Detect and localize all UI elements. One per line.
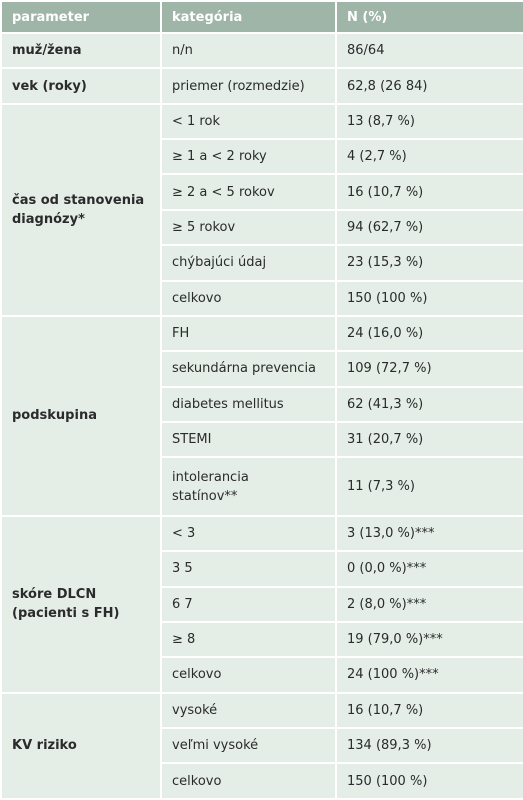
value-cell: 11 (7,3 %): [335, 456, 523, 517]
category-cell: 6 7: [160, 585, 337, 623]
category-cell: < 3: [160, 514, 337, 553]
table-row: diabetes mellitus 62 (41,3 %): [1, 385, 523, 423]
table-row: intolerancia statínov** 11 (7,3 %): [1, 456, 523, 517]
parameter-cell: podskupina: [0, 314, 162, 517]
table-row: muž/žena n/n 86/64: [0, 31, 523, 70]
category-cell: sekundárna prevencia: [160, 350, 337, 388]
value-cell: 150 (100 %): [335, 279, 523, 317]
category-cell: celkovo: [160, 762, 337, 800]
category-cell: 3 5: [160, 550, 337, 588]
value-cell: 62 (41,3 %): [335, 385, 523, 423]
value-cell: 3 (13,0 %)***: [335, 514, 523, 553]
table-body: muž/žena n/n 86/64 vek (roky) priemer (rozme…: [0, 31, 523, 800]
category-cell: chýbajúci údaj: [160, 244, 337, 282]
category-cell: ≥ 2 a < 5 rokov: [160, 173, 337, 211]
category-cell: celkovo: [160, 656, 337, 694]
parameter-cell: vek (roky): [0, 67, 162, 105]
table-row: ≥ 5 rokov 94 (62,7 %): [1, 208, 523, 247]
parameter-cell: čas od stanovenia diagnózy*: [0, 102, 162, 317]
value-cell: 134 (89,3 %): [335, 727, 523, 765]
table-row: celkovo 150 (100 %): [1, 279, 523, 317]
category-cell: FH: [160, 314, 337, 353]
table-row: celkovo 24 (100 %)***: [1, 656, 523, 694]
value-cell: 62,8 (26 84): [335, 67, 523, 105]
value-cell: 23 (15,3 %): [335, 244, 523, 282]
value-cell: 150 (100 %): [335, 762, 523, 800]
category-cell: STEMI: [160, 420, 337, 459]
value-cell: 16 (10,7 %): [335, 173, 523, 211]
table-row: ≥ 8 19 (79,0 %)***: [1, 620, 523, 659]
value-cell: 19 (79,0 %)***: [335, 620, 523, 659]
value-cell: 24 (16,0 %): [335, 314, 523, 353]
category-cell: ≥ 5 rokov: [160, 208, 337, 247]
category-cell: priemer (rozmedzie): [160, 67, 337, 105]
table-row: veľmi vysoké 134 (89,3 %): [1, 727, 523, 765]
value-cell: 13 (8,7 %): [335, 102, 523, 141]
category-cell: ≥ 1 a < 2 roky: [160, 138, 337, 176]
header-row: parameter kategória N (%): [0, 0, 523, 34]
header-cell: kategória: [160, 0, 337, 34]
value-cell: 4 (2,7 %): [335, 138, 523, 176]
header-cell: parameter: [0, 0, 162, 34]
table-row: celkovo 150 (100 %): [1, 762, 523, 800]
category-cell: celkovo: [160, 279, 337, 317]
header-cell: N (%): [335, 0, 523, 34]
value-cell: 86/64: [335, 31, 523, 70]
table-row: čas od stanovenia diagnózy* < 1 rok 13 (8,…: [0, 102, 523, 317]
value-cell: 0 (0,0 %)***: [335, 550, 523, 588]
parameter-cell: KV riziko: [0, 691, 162, 800]
value-cell: 94 (62,7 %): [335, 208, 523, 247]
value-cell: 2 (8,0 %)***: [335, 585, 523, 623]
table-row: STEMI 31 (20,7 %): [1, 420, 523, 459]
category-cell: vysoké: [160, 691, 337, 730]
parameter-cell: skóre DLCN (pacienti s FH): [0, 514, 162, 694]
table-row: chýbajúci údaj 23 (15,3 %): [1, 244, 523, 282]
parameter-cell: muž/žena: [0, 31, 162, 70]
value-cell: 31 (20,7 %): [335, 420, 523, 459]
category-cell: n/n: [160, 31, 337, 70]
table-row: ≥ 2 a < 5 rokov 16 (10,7 %): [1, 173, 523, 211]
table-row: KV riziko vysoké 16 (10,7 %): [0, 691, 523, 800]
value-cell: 16 (10,7 %): [335, 691, 523, 730]
table-row: sekundárna prevencia 109 (72,7 %): [1, 350, 523, 388]
category-cell: diabetes mellitus: [160, 385, 337, 423]
category-cell: ≥ 8: [160, 620, 337, 659]
category-cell: veľmi vysoké: [160, 727, 337, 765]
table-row: vek (roky) priemer (rozmedzie) 62,8 (26 84…: [0, 67, 523, 105]
value-cell: 109 (72,7 %): [335, 350, 523, 388]
value-cell: 24 (100 %)***: [335, 656, 523, 694]
category-cell: intolerancia statínov**: [160, 456, 337, 517]
category-cell: < 1 rok: [160, 102, 337, 141]
table-row: podskupina FH 24 (16,0 %): [0, 314, 523, 517]
